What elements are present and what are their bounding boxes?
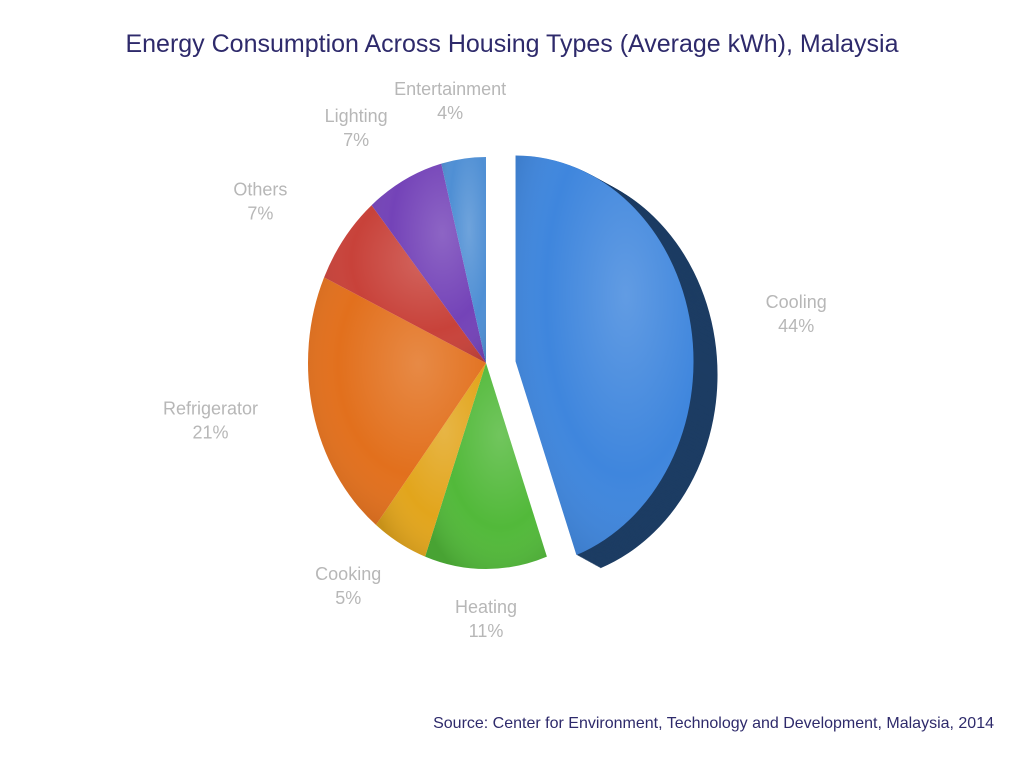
- slice-value-lighting: 7%: [343, 130, 369, 150]
- slice-sheen-entertainment: [441, 157, 486, 363]
- slice-value-cooking: 5%: [335, 588, 361, 608]
- slice-sheen-cooking: [375, 363, 486, 557]
- slice-label-cooking: Cooking: [315, 564, 381, 584]
- slice-value-others: 7%: [247, 204, 273, 224]
- slice-label-heating: Heating: [455, 597, 517, 617]
- chart-source: Source: Center for Environment, Technolo…: [433, 715, 994, 732]
- slice-sheen-heating: [425, 363, 547, 570]
- chart-title: Energy Consumption Across Housing Types …: [125, 30, 899, 58]
- slice-sheen-cooling: [515, 155, 694, 556]
- slice-label-others: Others: [233, 180, 287, 200]
- slice-label-refrigerator: Refrigerator: [163, 398, 258, 418]
- slice-value-heating: 11%: [469, 621, 504, 641]
- pie-slices: [308, 155, 718, 570]
- slice-label-cooling: Cooling: [766, 292, 827, 312]
- slice-sheen-lighting: [371, 163, 486, 363]
- slice-value-entertainment: 4%: [437, 103, 463, 123]
- slice-sheen-refrigerator: [308, 277, 486, 525]
- slice-value-cooling: 44%: [778, 316, 814, 336]
- slice-value-refrigerator: 21%: [192, 422, 228, 442]
- slice-sheen-others: [324, 205, 486, 363]
- slice-label-entertainment: Entertainment: [394, 79, 506, 99]
- slice-label-lighting: Lighting: [325, 106, 388, 126]
- pie-labels: Cooling 44% Heating 11% Cooking 5% Refrigerato…: [163, 79, 827, 641]
